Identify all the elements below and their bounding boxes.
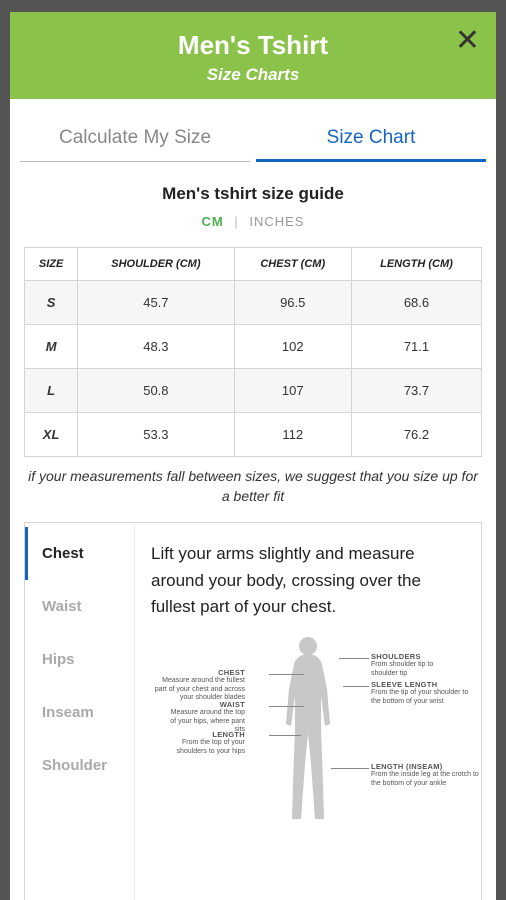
measurement-content: Lift your arms slightly and measure arou…	[135, 523, 481, 900]
label-line	[331, 768, 369, 769]
nav-inseam[interactable]: Inseam	[25, 686, 134, 739]
table-row: L 50.8 107 73.7	[25, 369, 482, 413]
table-row: S 45.7 96.5 68.6	[25, 281, 482, 325]
tab-content: Men's tshirt size guide CM | INCHES SIZE…	[10, 162, 496, 900]
label-inseam: LENGTH (INSEAM) From the inside leg at t…	[371, 762, 481, 788]
label-shoulders: SHOULDERS From shoulder tip to shoulder …	[371, 652, 461, 678]
label-length: LENGTH From the top of your shoulders to…	[165, 730, 245, 756]
col-length: LENGTH (CM)	[351, 248, 481, 281]
unit-cm[interactable]: CM	[202, 214, 224, 229]
col-chest: CHEST (CM)	[234, 248, 351, 281]
cell-length: 71.1	[351, 325, 481, 369]
body-figure: CHEST Measure around the fullest part of…	[151, 634, 465, 883]
sizing-note: if your measurements fall between sizes,…	[24, 467, 482, 506]
measurement-description: Lift your arms slightly and measure arou…	[151, 541, 465, 620]
tab-size-chart[interactable]: Size Chart	[256, 117, 486, 162]
cell-shoulder: 50.8	[78, 369, 234, 413]
table-row: M 48.3 102 71.1	[25, 325, 482, 369]
header-title: Men's Tshirt	[26, 30, 480, 61]
cell-size: S	[25, 281, 78, 325]
nav-shoulder[interactable]: Shoulder	[25, 739, 134, 792]
cell-shoulder: 48.3	[78, 325, 234, 369]
label-chest: CHEST Measure around the fullest part of…	[150, 668, 245, 702]
cell-size: XL	[25, 413, 78, 457]
tab-bar: Calculate My Size Size Chart	[10, 117, 496, 162]
cell-shoulder: 45.7	[78, 281, 234, 325]
label-sleeve: SLEEVE LENGTH From the tip of your shoul…	[371, 680, 471, 706]
guide-title: Men's tshirt size guide	[24, 184, 482, 204]
label-line	[339, 658, 369, 659]
cell-chest: 96.5	[234, 281, 351, 325]
tab-calculate-my-size[interactable]: Calculate My Size	[20, 117, 250, 162]
unit-separator: |	[234, 214, 238, 229]
table-header-row: SIZE SHOULDER (CM) CHEST (CM) LENGTH (CM…	[25, 248, 482, 281]
label-line	[269, 735, 301, 736]
cell-chest: 112	[234, 413, 351, 457]
header-subtitle: Size Charts	[26, 65, 480, 85]
cell-length: 68.6	[351, 281, 481, 325]
table-row: XL 53.3 112 76.2	[25, 413, 482, 457]
label-line	[269, 706, 304, 707]
size-table: SIZE SHOULDER (CM) CHEST (CM) LENGTH (CM…	[24, 247, 482, 457]
cell-chest: 102	[234, 325, 351, 369]
close-icon[interactable]: ✕	[455, 26, 480, 56]
col-size: SIZE	[25, 248, 78, 281]
silhouette-icon	[273, 634, 343, 824]
label-line	[343, 686, 369, 687]
cell-shoulder: 53.3	[78, 413, 234, 457]
cell-length: 76.2	[351, 413, 481, 457]
unit-inches[interactable]: INCHES	[249, 214, 304, 229]
nav-chest[interactable]: Chest	[25, 527, 134, 580]
unit-toggle: CM | INCHES	[24, 214, 482, 229]
size-chart-modal: Men's Tshirt Size Charts ✕ Calculate My …	[10, 12, 496, 900]
cell-chest: 107	[234, 369, 351, 413]
modal-header: Men's Tshirt Size Charts ✕	[10, 12, 496, 99]
measurement-box: Chest Waist Hips Inseam Shoulder Lift yo…	[24, 522, 482, 900]
label-line	[269, 674, 304, 675]
cell-length: 73.7	[351, 369, 481, 413]
nav-waist[interactable]: Waist	[25, 580, 134, 633]
cell-size: M	[25, 325, 78, 369]
measurement-nav: Chest Waist Hips Inseam Shoulder	[25, 523, 135, 900]
col-shoulder: SHOULDER (CM)	[78, 248, 234, 281]
cell-size: L	[25, 369, 78, 413]
nav-hips[interactable]: Hips	[25, 633, 134, 686]
